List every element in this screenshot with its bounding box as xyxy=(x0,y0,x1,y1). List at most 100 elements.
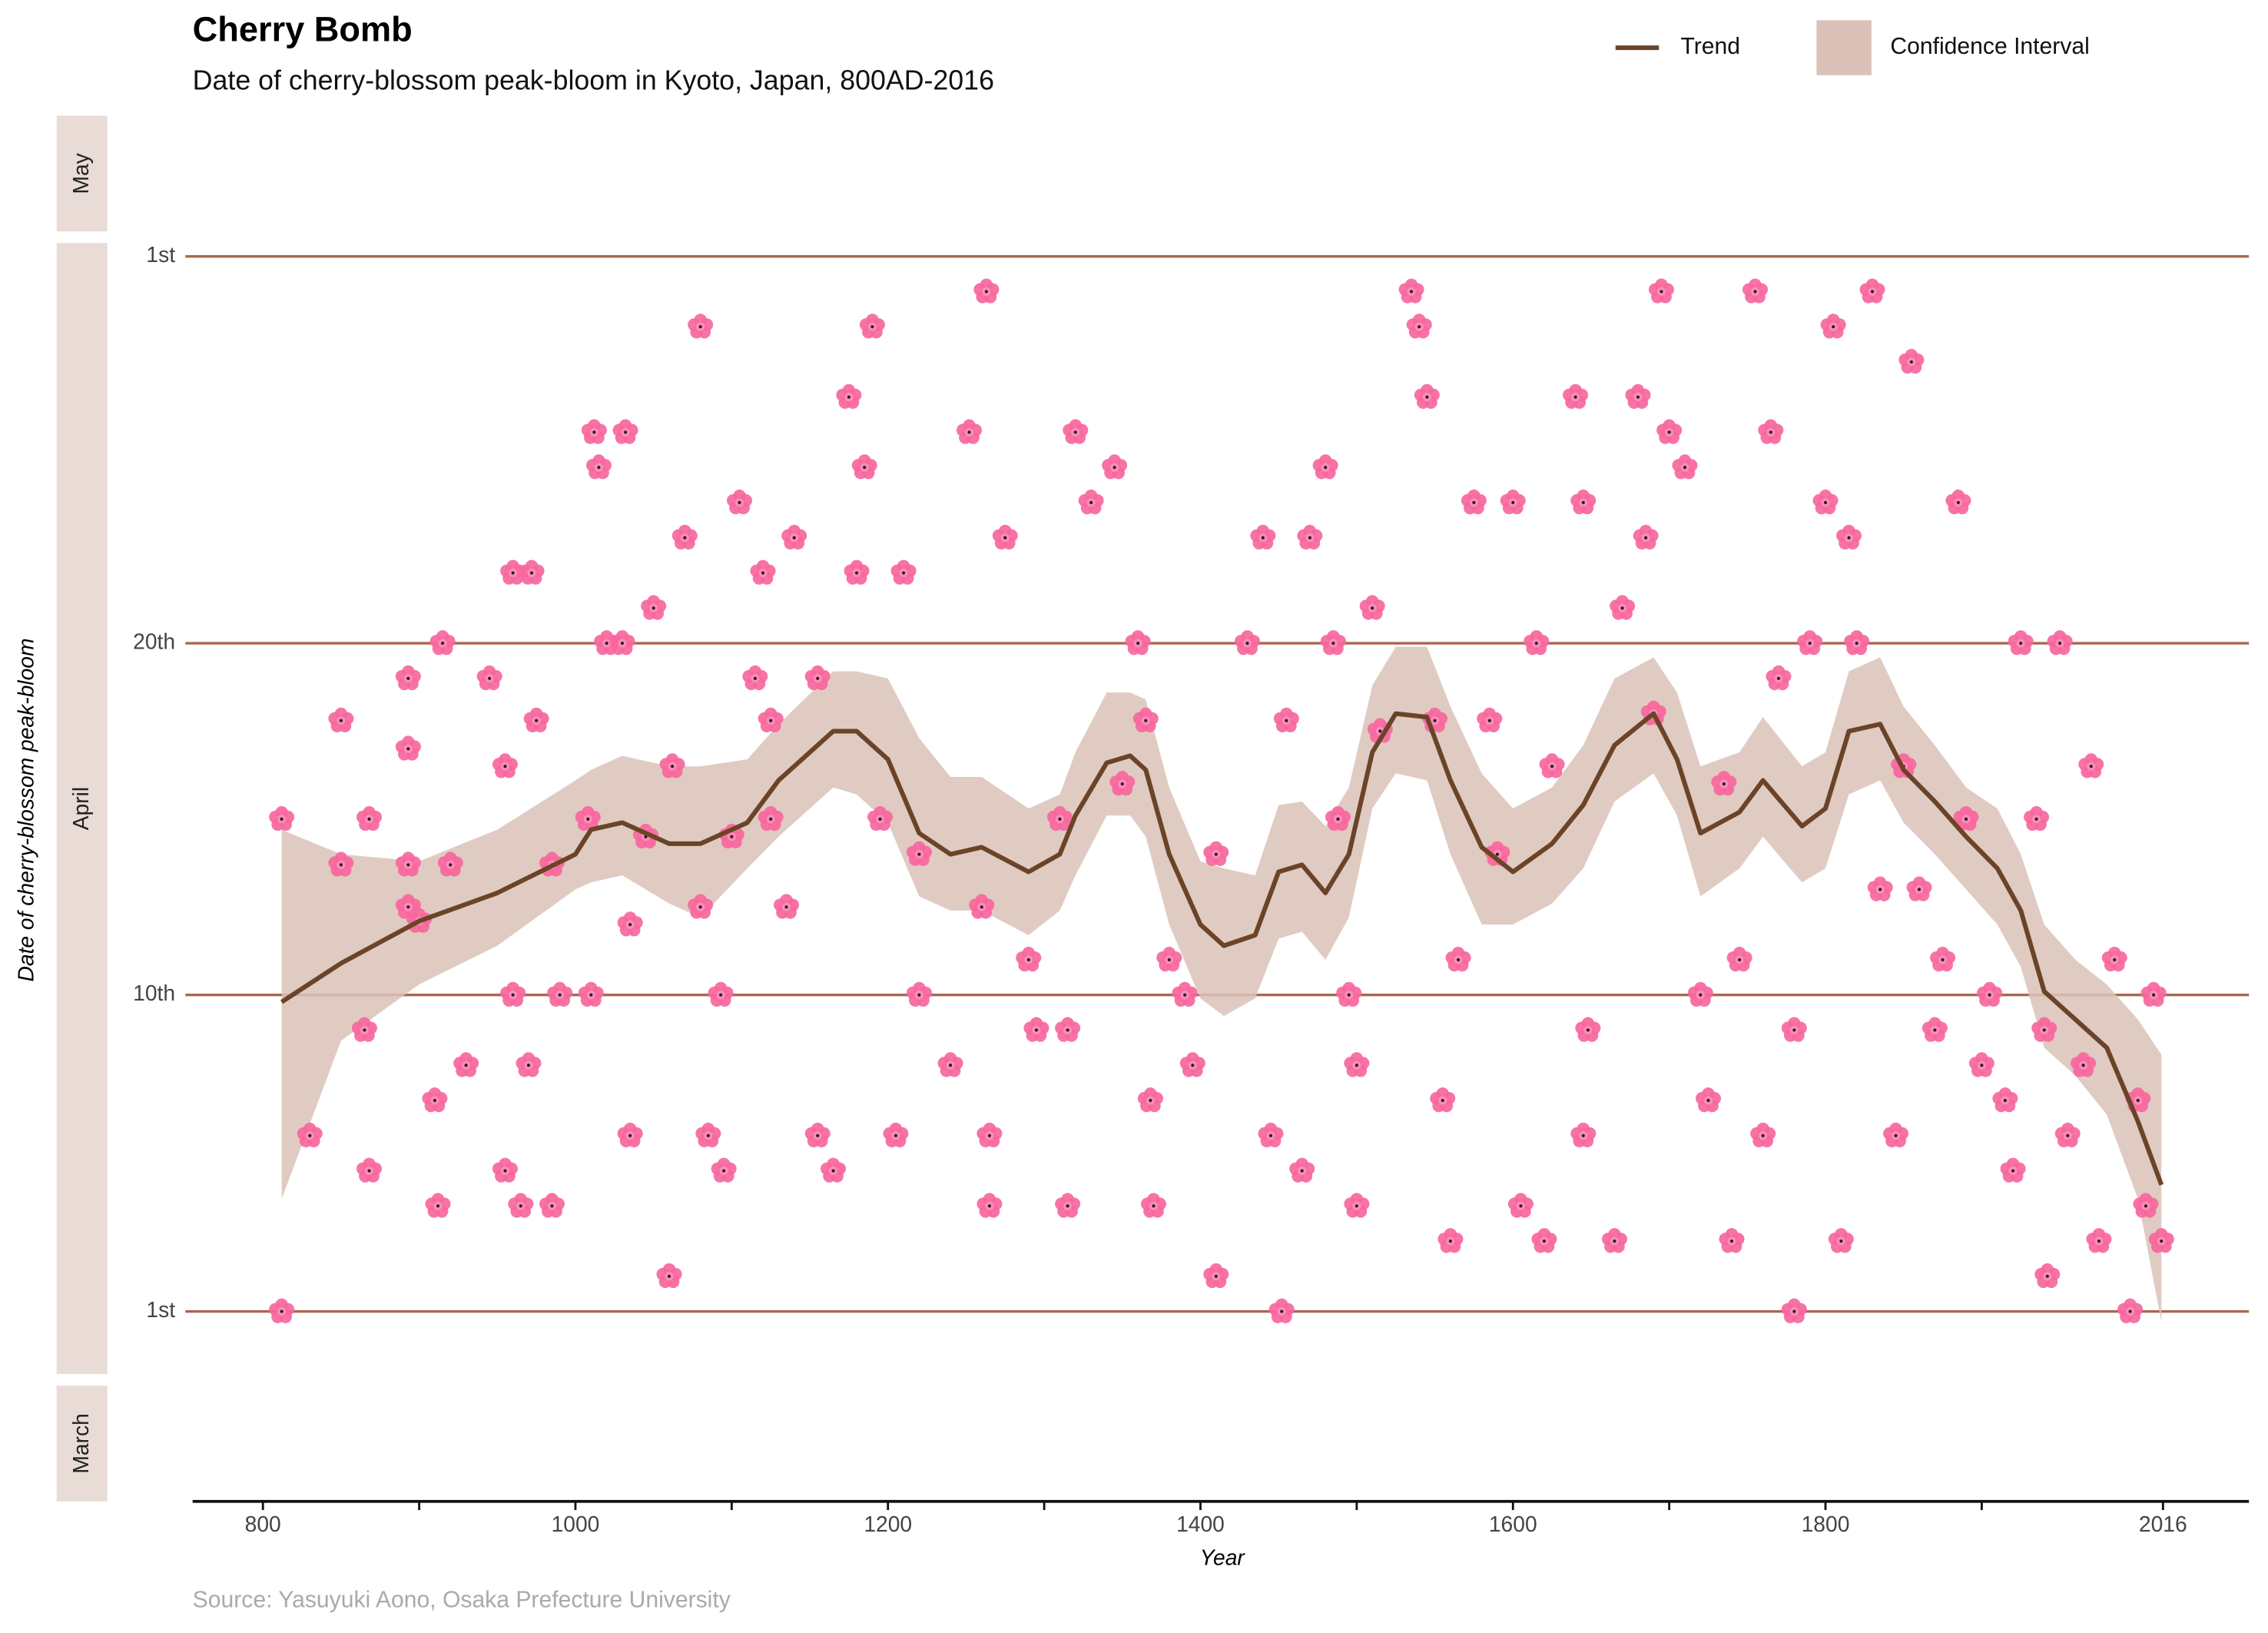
blossom-pistil xyxy=(1089,500,1093,505)
blossom xyxy=(1172,981,1198,1007)
blossom-pistil xyxy=(406,905,410,909)
blossom xyxy=(1156,946,1182,972)
blossom-pistil xyxy=(1120,782,1124,786)
blossom-pistil xyxy=(1003,536,1007,539)
blossom xyxy=(1414,383,1440,409)
blossom-pistil xyxy=(1456,958,1461,962)
blossom-pistil xyxy=(769,817,773,821)
blossom xyxy=(1125,630,1151,656)
blossom-pistil xyxy=(1636,395,1640,399)
blossom-pistil xyxy=(339,863,343,867)
blossom xyxy=(437,851,463,877)
blossom-pistil xyxy=(529,571,534,575)
blossom-pistil xyxy=(2097,1239,2101,1243)
blossom xyxy=(890,559,917,585)
blossom-pistil xyxy=(1511,500,1515,505)
blossom-pistil xyxy=(1448,1239,1452,1243)
blossom-pistil xyxy=(987,1133,991,1137)
blossom xyxy=(1406,314,1432,339)
blossom xyxy=(516,1052,542,1077)
blossom xyxy=(1922,1017,1948,1042)
blossom xyxy=(1250,524,1276,550)
blossom-pistil xyxy=(987,1204,991,1208)
blossom-pistil xyxy=(1058,817,1062,821)
blossom xyxy=(969,894,995,919)
blossom-pistil xyxy=(1956,500,1960,505)
blossom-pistil xyxy=(1214,1274,1218,1278)
blossom-pistil xyxy=(670,765,675,768)
blossom xyxy=(1766,665,1792,691)
blossom-pistil xyxy=(605,641,608,646)
blossom-pistil xyxy=(1613,1239,1616,1243)
blossom-pistil xyxy=(792,536,796,539)
blossom-pistil xyxy=(1909,360,1913,364)
blossom-pistil xyxy=(1776,676,1781,680)
blossom xyxy=(804,665,831,691)
blossom-pistil xyxy=(1839,1239,1843,1243)
blossom-pistil xyxy=(433,1098,436,1103)
blossom-pistil xyxy=(406,863,410,867)
blossom xyxy=(1132,707,1159,733)
blossom xyxy=(1758,419,1784,444)
blossom-pistil xyxy=(1729,1239,1734,1243)
blossom xyxy=(395,665,421,691)
blossom xyxy=(718,823,744,849)
blossom-pistil xyxy=(1988,993,1991,997)
blossom xyxy=(2117,1298,2144,1323)
blossom xyxy=(508,1193,534,1218)
blossom xyxy=(659,753,685,778)
blossom xyxy=(1836,524,1862,550)
blossom xyxy=(1140,1193,1166,1218)
blossom xyxy=(519,559,545,585)
trend-line xyxy=(280,711,2164,1186)
blossom-pistil xyxy=(586,817,590,821)
blossom xyxy=(1687,981,1713,1007)
blossom-pistil xyxy=(917,852,921,856)
x-tick-label: 800 xyxy=(245,1512,281,1536)
blossom-pistil xyxy=(2113,958,2117,962)
blossom xyxy=(2008,630,2034,656)
blossom-pistil xyxy=(1487,719,1491,722)
blossom-pistil xyxy=(1347,993,1351,997)
blossom xyxy=(2101,946,2127,972)
blossom xyxy=(1656,419,1683,444)
blossom xyxy=(1797,630,1823,656)
blossom-pistil xyxy=(667,1274,671,1278)
blossom xyxy=(269,1298,295,1323)
blossom-pistil xyxy=(1964,817,1968,821)
blossom-pistil xyxy=(1371,606,1374,610)
x-tick-label: 1600 xyxy=(1489,1512,1537,1536)
blossom-pistil xyxy=(1738,958,1742,962)
blossom xyxy=(883,1122,909,1148)
blossom-pistil xyxy=(620,641,625,646)
blossom-pistil xyxy=(1808,641,1812,646)
blossom-pistil xyxy=(1620,606,1624,610)
blossom-pistil xyxy=(449,863,453,867)
blossom xyxy=(585,454,612,480)
blossom-pistil xyxy=(2144,1204,2148,1208)
blossom-pistil xyxy=(628,923,632,927)
blossom xyxy=(859,314,885,339)
blossom-pistil xyxy=(406,747,410,751)
blossom-pistil xyxy=(488,676,492,680)
blossom-pistil xyxy=(1152,1204,1156,1208)
blossom-pistil xyxy=(1534,641,1538,646)
blossom-pistil xyxy=(1823,500,1828,505)
blossom xyxy=(500,981,526,1007)
blossom-pistil xyxy=(339,719,343,722)
y-tick-label: 1st xyxy=(146,242,175,267)
x-tick-label: 1800 xyxy=(1802,1512,1850,1536)
blossom-pistil xyxy=(1847,536,1851,539)
blossom-pistil xyxy=(511,571,515,575)
blossom-pistil xyxy=(1136,641,1140,646)
blossom xyxy=(1359,595,1385,620)
blossom xyxy=(688,314,714,339)
blossom xyxy=(1325,805,1351,831)
blossom xyxy=(992,524,1018,550)
blossom xyxy=(539,1193,565,1218)
blossom xyxy=(1320,630,1346,656)
blossom xyxy=(1977,981,2003,1007)
blossom-pistil xyxy=(2136,1098,2140,1103)
blossom-pistil xyxy=(1144,719,1148,722)
